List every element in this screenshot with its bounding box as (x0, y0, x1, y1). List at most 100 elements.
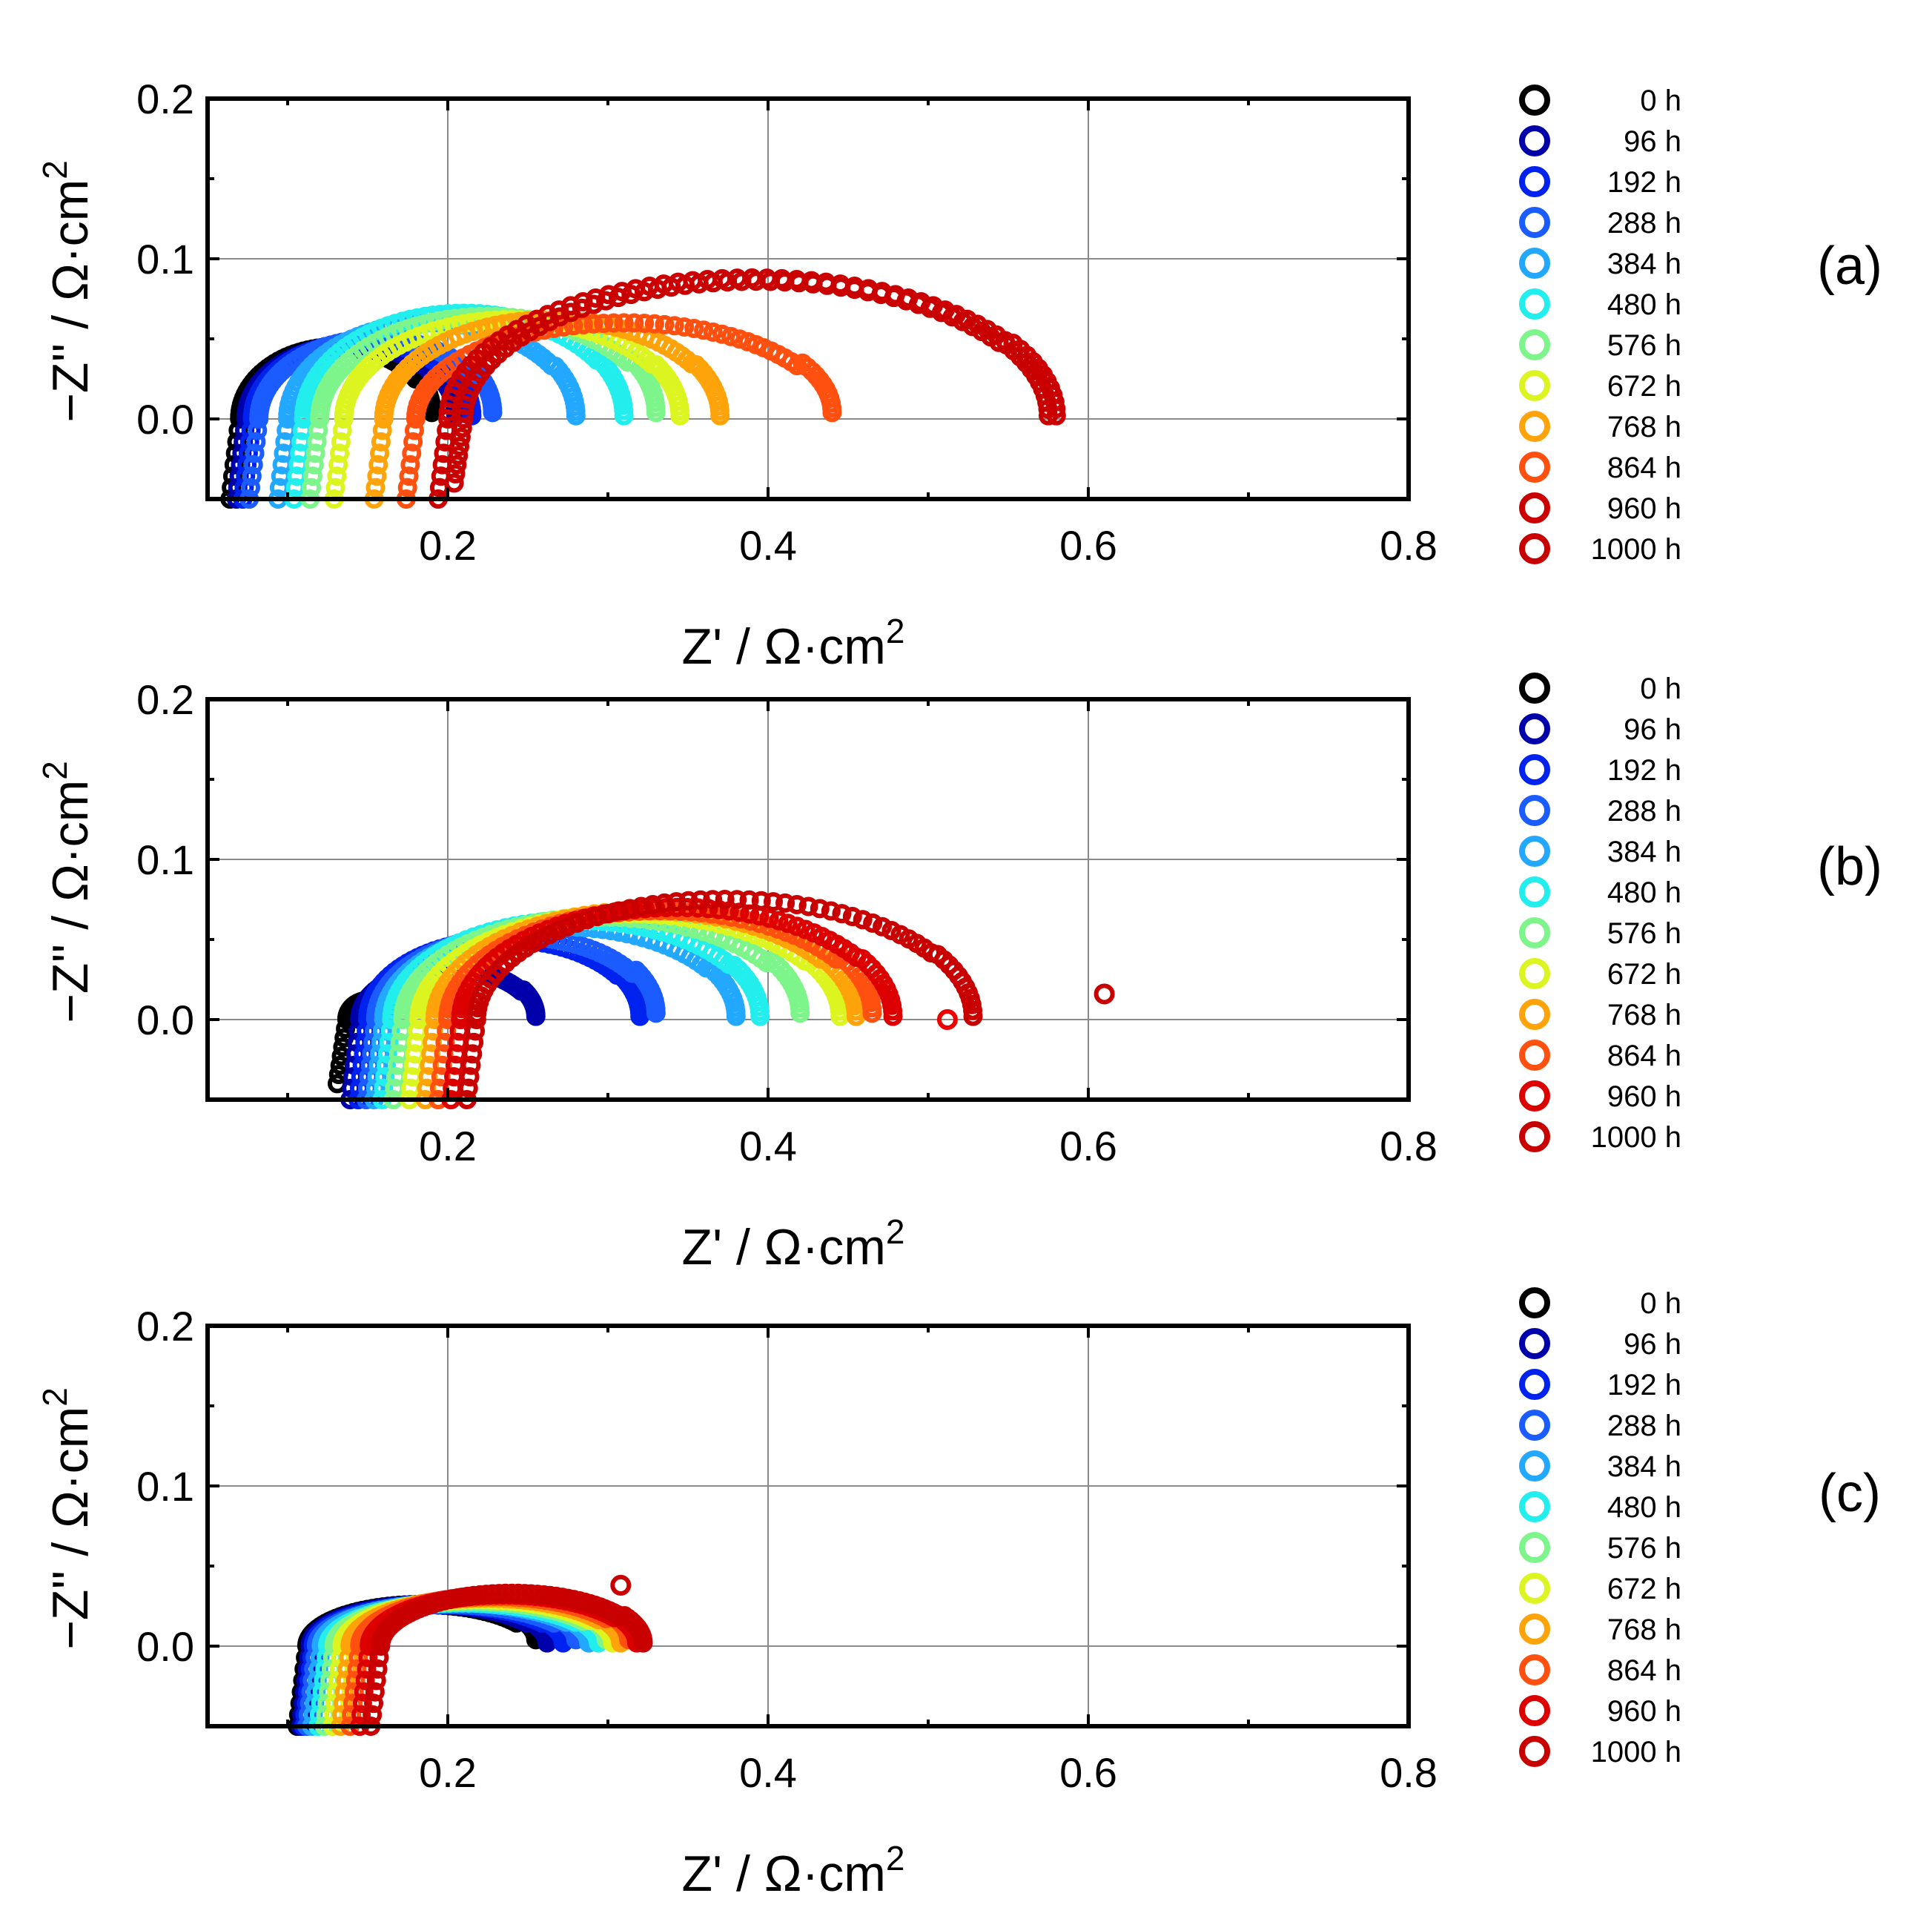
data-point (620, 899, 640, 919)
data-point (446, 464, 466, 484)
x-tick-label: 0.8 (1380, 1123, 1438, 1169)
legend-marker (1519, 533, 1550, 564)
legend-marker (1519, 673, 1550, 704)
data-point (363, 1705, 383, 1725)
data-point (331, 432, 351, 452)
y-axis-title-text: −Z'' / Ω·cm (42, 179, 99, 423)
legend-label: 0 h (1640, 673, 1681, 705)
data-point (614, 406, 634, 426)
data-point (365, 1682, 385, 1702)
legend-label: 576 h (1607, 917, 1681, 950)
legend-marker (1519, 1614, 1550, 1645)
legend-marker (1519, 492, 1550, 523)
legend-label: 960 h (1607, 1695, 1681, 1728)
data-point (458, 1078, 478, 1098)
data-point (463, 1044, 483, 1064)
data-point (374, 1078, 394, 1098)
legend-marker (1519, 288, 1550, 320)
legend-marker (1519, 1491, 1550, 1522)
legend-label: 384 h (1607, 1450, 1681, 1483)
y-tick-label: 0.0 (136, 1623, 194, 1670)
panel-a: 0.2 0.4 0.6 0.80.00.10.2Z' / Ω·cm2−Z'' / Ω·… (36, 76, 1882, 675)
legend-marker (1519, 452, 1550, 483)
legend-marker (1519, 1040, 1550, 1071)
data-point (759, 908, 779, 928)
data-point (853, 910, 873, 930)
x-tick-label: 0.2 (419, 1123, 477, 1169)
legend-marker (1519, 1369, 1550, 1400)
data-point (603, 313, 623, 333)
data-point (643, 894, 663, 914)
data-point (769, 911, 789, 931)
x-axis-title: Z' / Ω·cm2 (682, 1212, 905, 1275)
y-tick-label: 0.1 (136, 236, 194, 283)
data-point (587, 907, 607, 927)
data-point (377, 1044, 397, 1064)
data-point (832, 904, 852, 924)
panel-label: (b) (1817, 837, 1882, 896)
data-point (548, 920, 568, 940)
legend-marker (1519, 370, 1550, 401)
legend-label: 960 h (1607, 1080, 1681, 1113)
x-tick-label: 0.8 (1380, 1749, 1438, 1796)
legend-label: 192 h (1607, 754, 1681, 787)
y-axis-exponent: 2 (36, 1387, 74, 1407)
data-point (444, 473, 464, 493)
data-point (246, 432, 266, 452)
data-point (325, 478, 345, 498)
data-point (397, 478, 417, 498)
x-tick-label: 0.2 (419, 1749, 477, 1796)
y-axis-title: −Z'' / Ω·cm2 (36, 761, 99, 1023)
data-point (375, 1067, 395, 1087)
data-point (307, 432, 327, 452)
data-point (1038, 399, 1058, 419)
legend-marker (1519, 1287, 1550, 1318)
data-point (798, 896, 818, 916)
data-point (577, 910, 597, 930)
y-axis-title: −Z'' / Ω·cm2 (36, 1387, 99, 1650)
data-point (594, 314, 614, 334)
plot-frame (205, 697, 1411, 1102)
data-point (567, 913, 587, 933)
data-point (655, 893, 675, 913)
data-point (631, 896, 651, 916)
legend-label: 96 h (1624, 125, 1681, 158)
data-point (635, 314, 655, 334)
data-point (558, 916, 578, 937)
legend-label: 288 h (1607, 795, 1681, 828)
legend: 0 h 96 h 192 h 288 h 384 h 480 h 576 h 672 h 768… (1519, 673, 1681, 1154)
y-tick-label: 0.2 (136, 676, 194, 723)
legend-label: 1000 h (1591, 1736, 1681, 1768)
data-point (245, 443, 265, 463)
data-point (305, 443, 325, 463)
x-axis-title-text: Z' / Ω·cm (682, 618, 886, 675)
data-point (646, 1003, 666, 1023)
legend-label: 768 h (1607, 999, 1681, 1031)
legend-marker (1519, 1736, 1550, 1767)
legend: 0 h 96 h 192 h 288 h 384 h 480 h 576 h 672 h 768… (1519, 85, 1681, 566)
data-point (787, 916, 807, 937)
legend-label: 576 h (1607, 1532, 1681, 1565)
data-point (739, 890, 759, 910)
data-point (810, 899, 830, 919)
x-tick-label: 0.4 (739, 522, 797, 569)
data-point (242, 466, 262, 486)
legend-label: 96 h (1624, 713, 1681, 746)
data-point (400, 455, 420, 475)
legend-marker (1519, 166, 1550, 197)
data-point (684, 318, 704, 338)
data-point (464, 1032, 484, 1052)
data-point (963, 1006, 983, 1026)
data-point (670, 406, 690, 426)
legend-label: 96 h (1624, 1328, 1681, 1361)
y-axis-exponent: 2 (36, 761, 74, 780)
data-point (715, 890, 735, 909)
data-point (863, 913, 883, 933)
data-point (775, 893, 795, 913)
legend-marker (1519, 1080, 1550, 1112)
legend-marker (1519, 1121, 1550, 1152)
x-axis-exponent: 2 (886, 1839, 905, 1877)
y-axis-exponent: 2 (36, 160, 74, 179)
data-point (655, 314, 675, 334)
data-point (821, 901, 841, 921)
